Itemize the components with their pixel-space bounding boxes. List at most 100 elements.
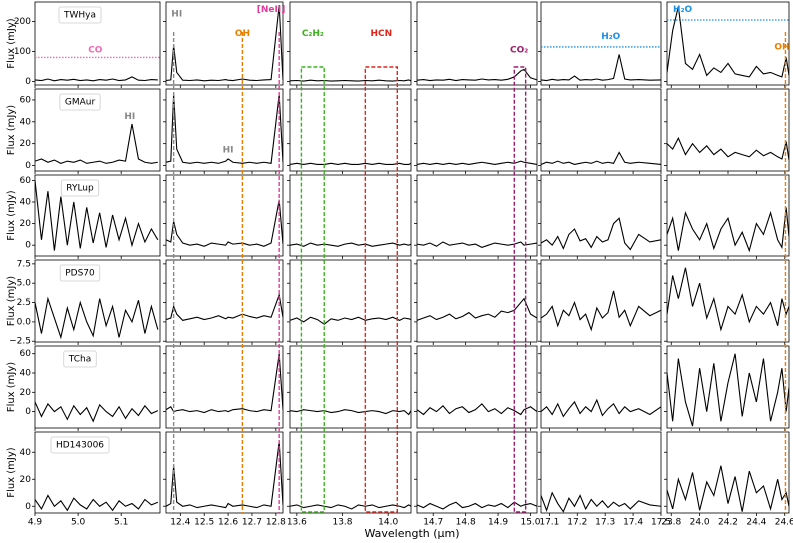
y-tick-label: 5.0 (17, 279, 32, 289)
y-tick-label: −2.5 (9, 337, 31, 347)
target-box (58, 6, 102, 24)
panel-frame (289, 345, 412, 429)
y-tick-label: 20 (20, 139, 32, 149)
y-tick-label: 0 (25, 407, 31, 417)
x-tick-label: 17.4 (623, 518, 643, 528)
panel-frame (165, 88, 284, 172)
x-tick-label: 17.2 (567, 518, 587, 528)
x-tick-label: 14.8 (456, 518, 476, 528)
panel-frame (34, 88, 161, 172)
panel-frame (34, 431, 161, 514)
target-name: PDS70 (65, 269, 95, 279)
spectrum-line (35, 76, 158, 82)
spectrum-line (35, 401, 159, 423)
spectrum-line (541, 398, 661, 418)
panel-frame (666, 88, 790, 172)
x-tick-label: 24.4 (746, 518, 766, 528)
spectrum-line (417, 68, 537, 82)
x-tick-label: 17.5 (651, 518, 671, 528)
panel-frame (540, 259, 662, 343)
spectrum-line (417, 297, 537, 321)
target-name: RYLup (66, 184, 94, 194)
spectrum-line (290, 409, 411, 416)
spectrum-line (541, 54, 661, 82)
panel-frame (666, 259, 790, 343)
y-tick-label: 100 (14, 47, 31, 57)
x-tick-label: 5.1 (114, 518, 128, 528)
y-tick-label: 0.0 (17, 317, 32, 327)
spectrum-line (290, 242, 411, 247)
target-name: TCha (68, 355, 91, 365)
panel-frame (34, 174, 161, 257)
x-tick-label: 12.8 (266, 518, 286, 528)
y-tick-label: 0 (25, 77, 31, 87)
y-tick-label: 40 (20, 198, 32, 208)
target-box (50, 436, 110, 454)
panel-frame (540, 431, 662, 514)
spectrum-line (35, 494, 159, 512)
y-tick-label: 20 (20, 475, 32, 485)
line-label: CO (88, 45, 103, 55)
y-tick-label: 40 (20, 448, 32, 458)
panel-frame (416, 174, 538, 257)
spectrum-line (35, 123, 158, 164)
y-tick-label: 2.5 (17, 298, 31, 308)
x-tick-label: 13.6 (287, 518, 307, 528)
spectrum-line (417, 241, 537, 248)
panel-frame (540, 345, 662, 429)
spectrum-line (35, 180, 159, 251)
panel-frame (289, 1, 412, 86)
x-tick-label: 14.7 (423, 518, 443, 528)
target-name: TWHya (63, 11, 96, 21)
spectrum-line (667, 465, 789, 512)
spectrum-line (667, 353, 789, 427)
panel-frame (416, 88, 538, 172)
target-name: HD143006 (56, 441, 104, 451)
spectrum-line (667, 136, 789, 161)
spectrum-line (417, 160, 537, 165)
spectrum-line (541, 290, 661, 332)
x-tick-label: 23.8 (661, 518, 681, 528)
line-label: H₂O (601, 32, 620, 42)
x-tick-label: 17.3 (595, 518, 615, 528)
y-axis-label: Flux (mJy) (6, 447, 17, 497)
x-tick-label: 14.0 (378, 518, 398, 528)
spectrum-line (166, 4, 283, 82)
x-tick-label: 4.9 (28, 518, 43, 528)
panel-frame (416, 345, 538, 429)
x-tick-label: 14.9 (488, 518, 508, 528)
panel-frame (289, 431, 412, 514)
y-tick-label: 60 (20, 95, 32, 105)
spectrum-line (166, 441, 283, 509)
panel-frame (540, 174, 662, 257)
x-tick-label: 13.8 (332, 518, 352, 528)
x-tick-label: 15.0 (520, 518, 540, 528)
spectrum-line (290, 162, 411, 165)
spectrum-line (667, 267, 789, 332)
y-tick-label: 0 (25, 241, 31, 251)
panel-frame (416, 259, 538, 343)
x-tick-label: 12.5 (194, 518, 214, 528)
y-tick-label: 200 (14, 17, 31, 27)
line-label: H₂O (673, 5, 692, 15)
spectrum-line (166, 353, 283, 414)
panel-frame (666, 345, 790, 429)
y-tick-label: 60 (20, 176, 32, 186)
line-label: [NeII] (257, 5, 286, 15)
x-tick-label: 24.0 (690, 518, 710, 528)
panel-frame (165, 431, 284, 514)
panel-frame (289, 259, 412, 343)
line-label: CO₂ (510, 45, 528, 55)
y-tick-label: 40 (20, 369, 32, 379)
panel-frame (34, 345, 161, 429)
line-label: C₂H₂ (302, 29, 324, 39)
x-tick-label: 17.1 (539, 518, 559, 528)
x-tick-label: 12.4 (170, 518, 190, 528)
line-label: HI (171, 9, 182, 19)
y-axis-label: Flux (mJy) (6, 190, 17, 240)
x-tick-label: 24.2 (718, 518, 738, 528)
target-box (59, 264, 101, 282)
x-tick-label: 5.0 (71, 518, 86, 528)
feature-region (300, 66, 325, 513)
x-tick-label: 12.6 (218, 518, 238, 528)
